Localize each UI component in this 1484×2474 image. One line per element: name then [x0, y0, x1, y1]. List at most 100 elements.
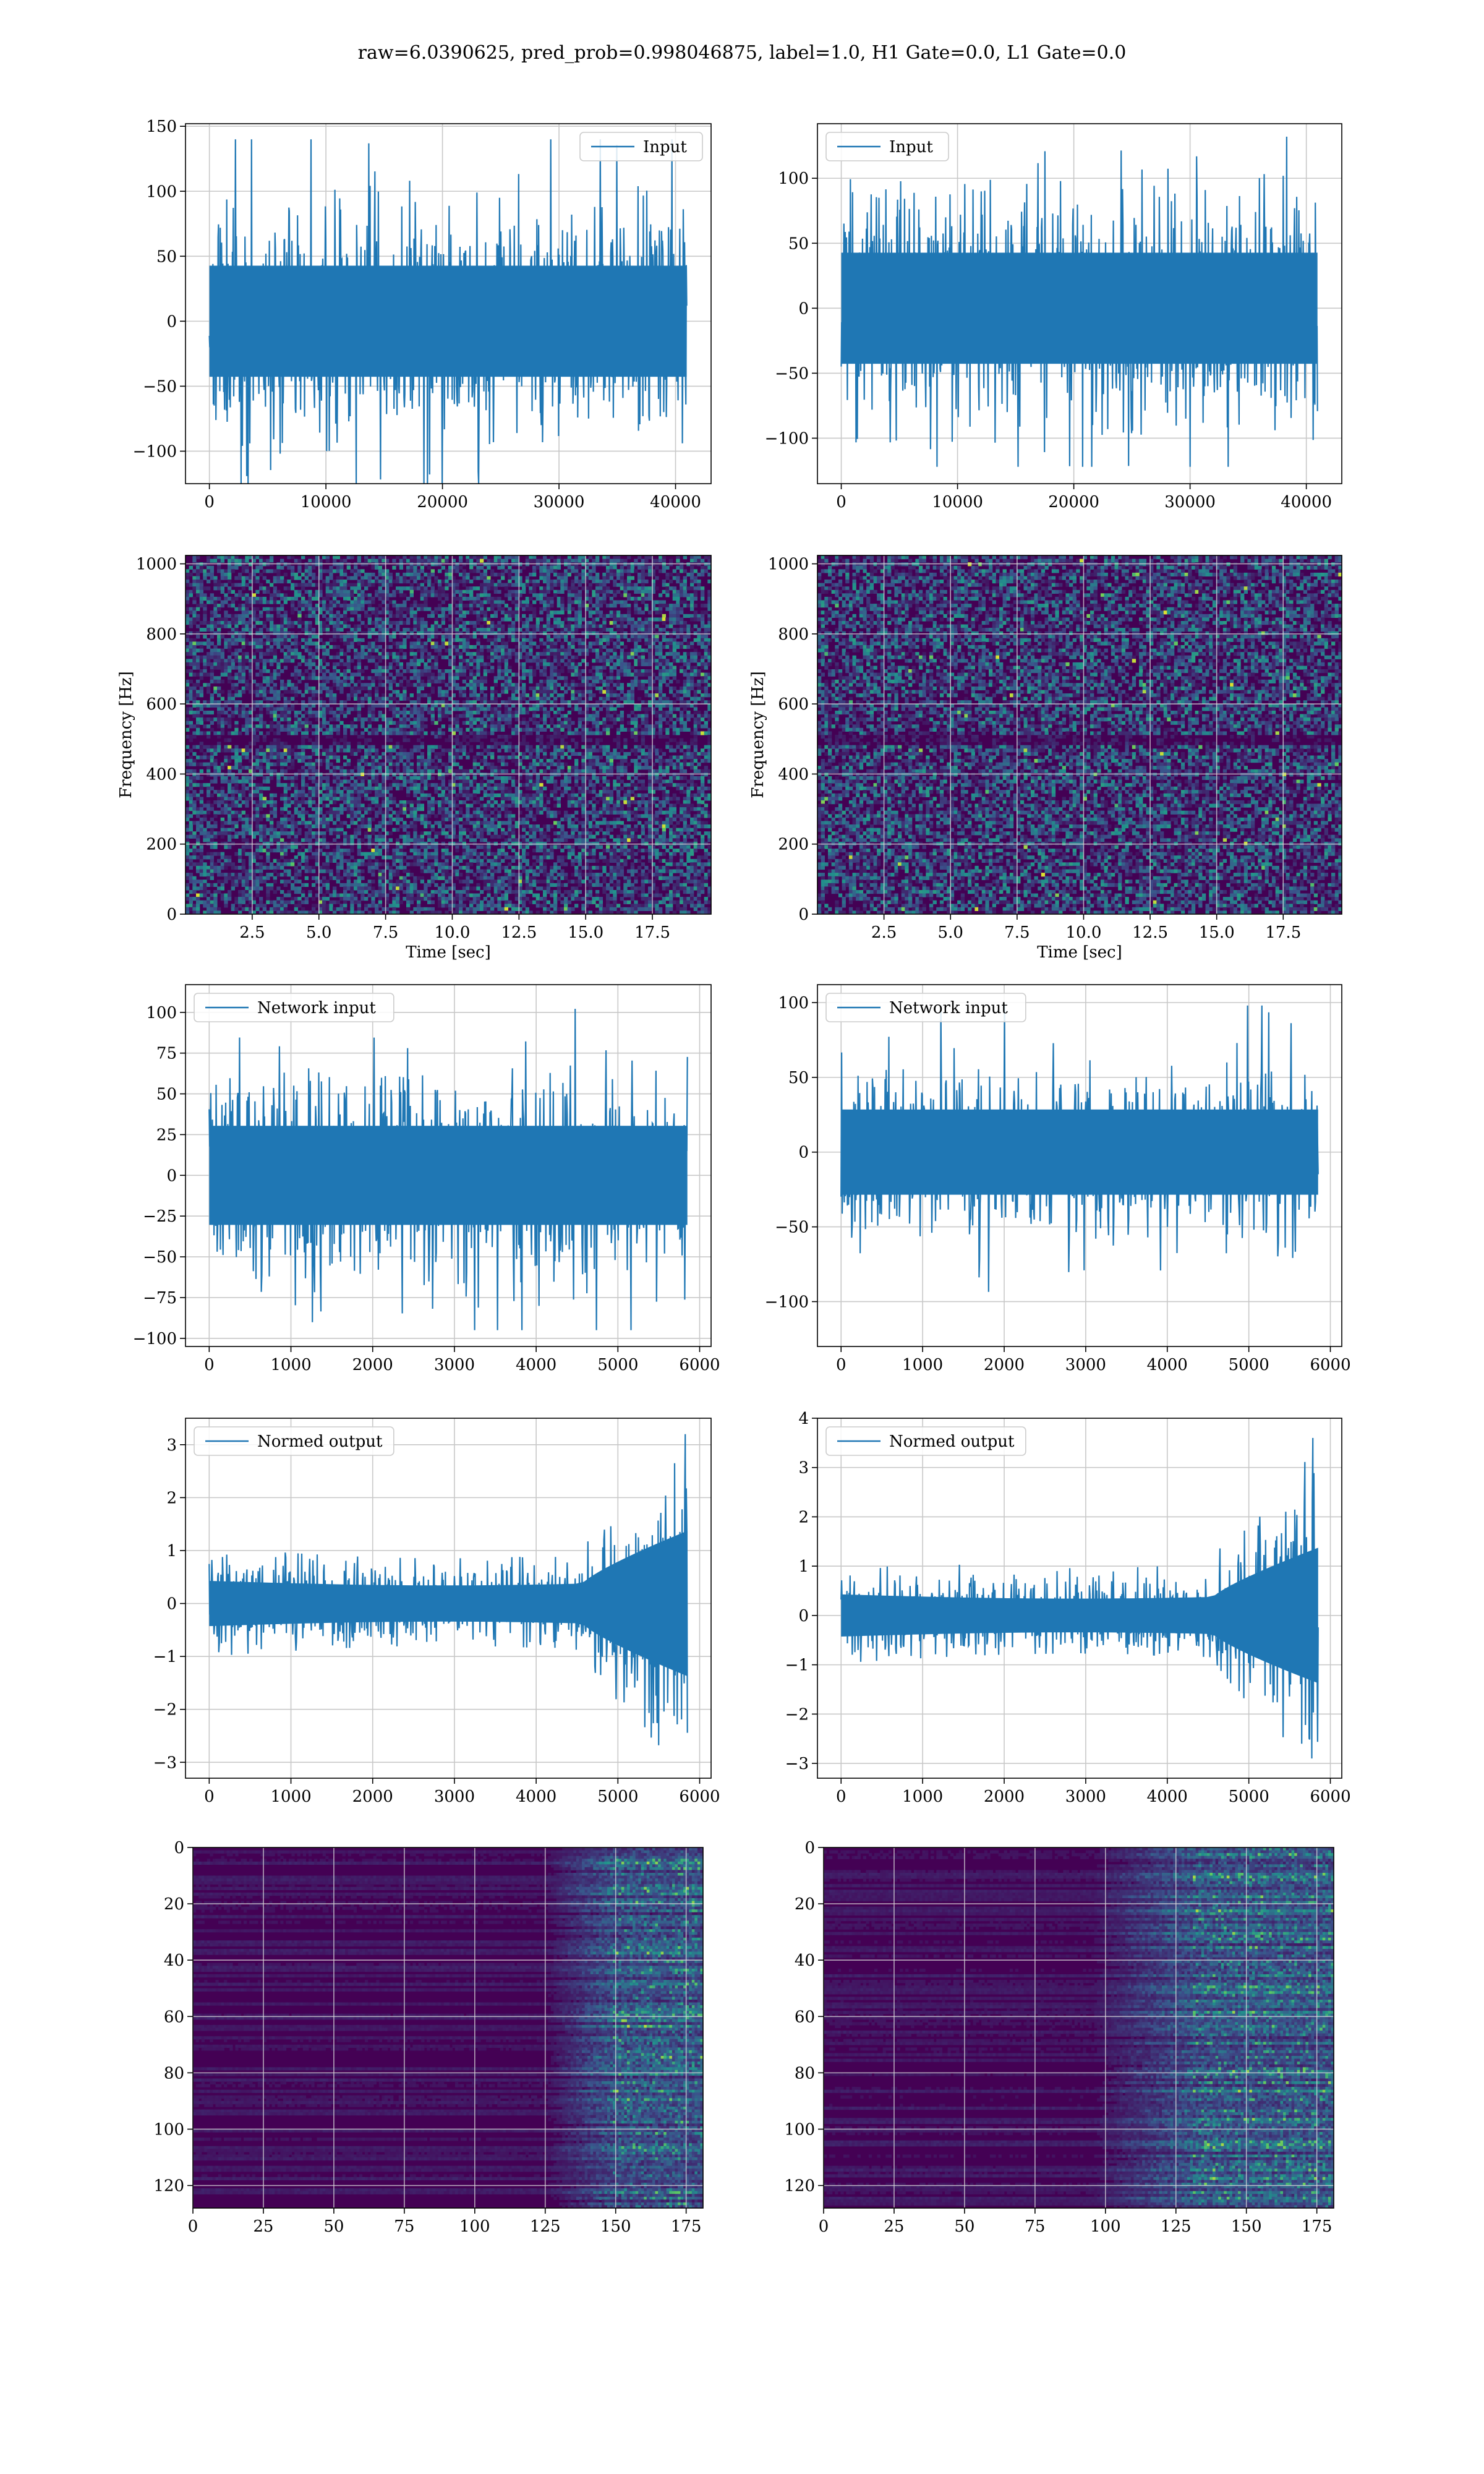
heatmap-cell: [578, 721, 582, 725]
heatmap-cell: [648, 555, 652, 560]
heatmap-cell: [476, 638, 480, 642]
heatmap-cell: [680, 714, 684, 718]
heatmap-cell: [462, 703, 466, 708]
heatmap-cell: [686, 679, 691, 683]
heatmap-cell: [283, 714, 288, 718]
heatmap-cell: [483, 628, 487, 632]
heatmap-cell: [630, 565, 634, 570]
heatmap-cell: [571, 721, 575, 725]
heatmap-cell: [382, 576, 386, 580]
heatmap-cell: [420, 596, 424, 601]
heatmap-cell: [546, 635, 550, 639]
heatmap-cell: [396, 727, 400, 732]
series-core-band: [209, 265, 687, 377]
heatmap-cell: [364, 666, 369, 670]
heatmap-cell: [396, 669, 400, 674]
heatmap-cell: [620, 593, 624, 597]
heatmap-cell: [294, 683, 298, 687]
heatmap-cell: [497, 672, 501, 677]
heatmap-cell: [217, 679, 221, 683]
heatmap-cell: [318, 565, 323, 570]
heatmap-cell: [392, 679, 396, 683]
heatmap-cell: [704, 648, 708, 653]
heatmap-cell: [234, 628, 239, 632]
heatmap-cell: [283, 628, 288, 632]
heatmap-cell: [553, 686, 558, 691]
heatmap-cell: [224, 669, 228, 674]
heatmap-cell: [413, 600, 417, 604]
heatmap-cell: [669, 690, 673, 694]
heatmap-cell: [508, 576, 512, 580]
heatmap-cell: [350, 690, 354, 694]
heatmap-cell: [546, 614, 550, 618]
legend-label: Input: [889, 138, 933, 156]
heatmap-cell: [382, 655, 386, 659]
heatmap-cell: [532, 610, 537, 615]
heatmap-cell: [403, 572, 407, 577]
heatmap-cell: [490, 580, 495, 584]
heatmap-cell: [613, 614, 617, 618]
heatmap-cell: [655, 666, 659, 670]
heatmap-cell: [469, 607, 474, 611]
heatmap-cell: [564, 724, 568, 729]
heatmap-cell: [578, 717, 582, 722]
heatmap-cell: [367, 690, 372, 694]
heatmap-cell: [644, 669, 649, 674]
heatmap-cell: [343, 714, 348, 718]
heatmap-cell: [434, 666, 438, 670]
heatmap-cell: [231, 628, 235, 632]
heatmap-cell: [409, 565, 414, 570]
heatmap-cell: [417, 707, 421, 711]
heatmap-cell: [375, 662, 379, 667]
heatmap-cell: [196, 576, 200, 580]
heatmap-cell: [588, 583, 592, 587]
heatmap-cell: [378, 714, 382, 718]
heatmap-cell: [199, 641, 203, 646]
heatmap-cell: [564, 559, 568, 563]
heatmap-cell: [609, 628, 613, 632]
heatmap-cell: [532, 655, 537, 659]
heatmap-cell: [196, 617, 200, 622]
heatmap-cell: [659, 676, 663, 680]
heatmap-cell: [291, 707, 295, 711]
heatmap-cell: [445, 628, 449, 632]
heatmap-cell: [417, 717, 421, 722]
heatmap-cell: [616, 624, 621, 628]
heatmap-cell: [525, 655, 529, 659]
heatmap-cell: [616, 610, 621, 615]
heatmap-cell: [445, 614, 449, 618]
heatmap-cell: [553, 700, 558, 704]
heatmap-cell: [385, 645, 390, 649]
heatmap-cell: [375, 666, 379, 670]
heatmap-cell: [255, 659, 260, 663]
heatmap-cell: [196, 711, 200, 715]
heatmap-cell: [434, 659, 438, 663]
heatmap-cell: [659, 700, 663, 704]
heatmap-cell: [462, 669, 466, 674]
heatmap-cell: [508, 569, 512, 573]
heatmap-cell: [396, 607, 400, 611]
heatmap-cell: [438, 580, 442, 584]
heatmap-cell: [609, 672, 613, 677]
heatmap-cell: [556, 589, 561, 594]
heatmap-cell: [346, 596, 351, 601]
heatmap-cell: [560, 652, 565, 656]
heatmap-cell: [297, 610, 302, 615]
heatmap-cell: [599, 686, 603, 691]
heatmap-cell: [469, 565, 474, 570]
heatmap-cell: [357, 559, 361, 563]
heatmap-cell: [445, 576, 449, 580]
heatmap-cell: [207, 724, 211, 729]
heatmap-cell: [574, 669, 579, 674]
heatmap-cell: [357, 583, 361, 587]
heatmap-cell: [430, 711, 435, 715]
heatmap-cell: [680, 586, 684, 591]
heatmap-cell: [480, 703, 484, 708]
heatmap-cell: [578, 724, 582, 729]
y-tick-label: −100: [133, 442, 177, 461]
heatmap-cell: [382, 596, 386, 601]
heatmap-cell: [266, 589, 270, 594]
heatmap-cell: [312, 641, 316, 646]
heatmap-cell: [606, 655, 610, 659]
heatmap-cell: [501, 569, 505, 573]
